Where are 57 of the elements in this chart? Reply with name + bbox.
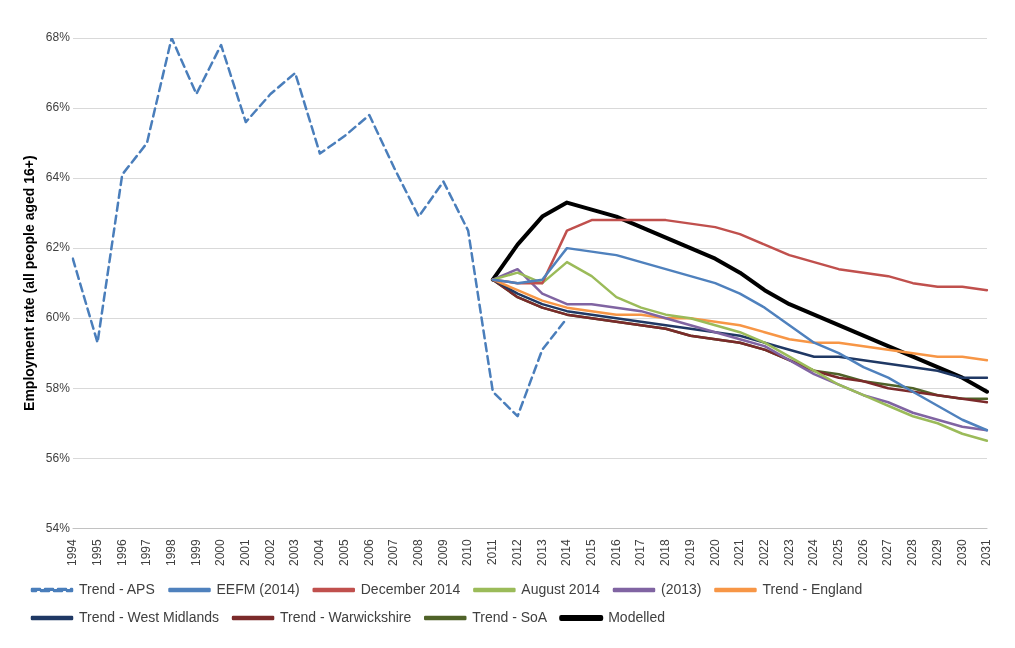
x-tick-label: 2018 [658,538,673,567]
x-tick-label: 1996 [114,538,129,567]
y-axis-title: Employment rate (all people aged 16+) [21,155,38,411]
x-tick-label: 2015 [583,538,598,567]
legend-label: Trend - England [762,580,863,597]
x-tick-label: 2012 [509,538,524,567]
x-tick-label: 1994 [65,538,80,567]
x-tick-label: 2011 [485,538,500,566]
legend-label: Trend - APS [79,580,155,597]
x-tick-label: 2031 [979,538,994,567]
x-tick-label: 2030 [954,538,969,567]
x-tick-label: 2027 [880,538,895,567]
legend-label: Trend - West Midlands [79,608,220,625]
x-tick-label: 2004 [312,538,327,567]
x-tick-label: 2003 [287,538,302,567]
y-tick-label: 68% [45,30,71,45]
x-tick-label: 2016 [608,538,623,567]
legend-label: Trend - Warwickshire [280,608,412,625]
x-tick-label: 2008 [411,538,426,567]
y-tick-label: 62% [45,240,71,255]
y-tick-label: 64% [45,170,71,185]
x-tick-label: 2026 [855,538,870,567]
legend-label: EEFM (2014) [216,580,300,597]
x-tick-label: 1998 [163,538,178,567]
x-tick-label: 1999 [188,538,203,567]
x-tick-label: 2001 [238,538,253,567]
x-tick-label: 2028 [905,538,920,567]
legend-label: (2013) [660,580,702,597]
y-tick-label: 58% [45,380,71,395]
x-tick-label: 2024 [806,538,821,567]
x-tick-label: 2009 [435,538,450,567]
legend-label: August 2014 [521,580,601,597]
x-tick-label: 2006 [361,538,376,567]
x-tick-label: 2010 [460,538,475,567]
y-tick-label: 54% [45,520,71,535]
x-tick-label: 2029 [929,538,944,567]
x-tick-label: 2013 [534,538,549,567]
x-tick-label: 2020 [707,538,722,567]
x-tick-label: 1995 [89,538,104,567]
legend-label: December 2014 [360,580,461,597]
x-tick-label: 2002 [262,538,277,567]
x-tick-label: 2023 [781,538,796,567]
legend-label: Trend - SoA [472,608,548,625]
x-tick-label: 2022 [756,538,771,567]
y-tick-label: 60% [45,310,71,325]
x-tick-label: 2025 [831,538,846,567]
x-tick-label: 2021 [732,538,747,567]
x-tick-label: 2000 [213,538,228,567]
x-tick-label: 2019 [682,538,697,567]
x-tick-label: 1997 [139,538,154,567]
x-tick-label: 2007 [386,538,401,567]
x-tick-label: 2014 [559,538,574,567]
x-tick-label: 2017 [633,538,648,567]
y-tick-label: 56% [45,450,71,465]
y-tick-label: 66% [45,100,71,115]
legend-label: Modelled [608,608,666,625]
x-tick-label: 2005 [336,538,351,567]
